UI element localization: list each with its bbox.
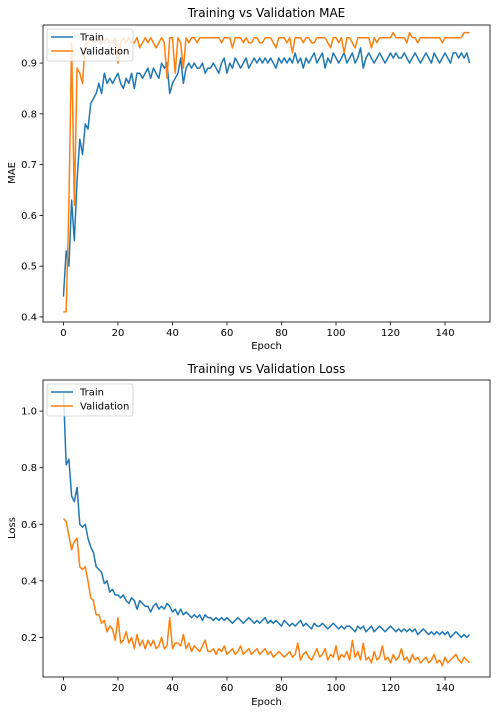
loss-y-ticks: 0.2 0.4 0.6 0.8 1.0 bbox=[21, 407, 43, 644]
loss-chart-title: Training vs Validation Loss bbox=[187, 362, 346, 376]
mae-y-tick-label: 0.5 bbox=[21, 262, 37, 273]
loss-series-layer bbox=[62, 391, 471, 667]
mae-x-tick-label: 100 bbox=[326, 328, 345, 339]
loss-legend: Train Validation bbox=[46, 383, 134, 417]
mae-x-tick-label: 120 bbox=[381, 328, 400, 339]
loss-x-tick-label: 120 bbox=[381, 683, 400, 694]
mae-x-axis-label: Epoch bbox=[251, 341, 282, 352]
mae-legend-train-label: Train bbox=[79, 33, 104, 44]
mae-x-ticks: 0 20 40 60 80 100 120 140 bbox=[60, 322, 455, 339]
loss-x-ticks: 0 20 40 60 80 100 120 140 bbox=[60, 677, 455, 694]
mae-x-tick-label: 140 bbox=[435, 328, 454, 339]
mae-legend-validation-label: Validation bbox=[80, 47, 129, 58]
loss-x-tick-label: 20 bbox=[112, 683, 125, 694]
loss-y-tick-label: 0.6 bbox=[21, 520, 37, 531]
mae-chart: Training vs Validation MAE 0 20 40 60 80 100 1… bbox=[7, 6, 491, 352]
loss-x-tick-label: 80 bbox=[275, 683, 288, 694]
loss-x-tick-label: 60 bbox=[221, 683, 234, 694]
loss-x-tick-label: 40 bbox=[166, 683, 179, 694]
mae-x-tick-label: 80 bbox=[275, 328, 288, 339]
mae-series-train bbox=[62, 47, 471, 297]
mae-y-tick-label: 0.6 bbox=[21, 211, 37, 222]
mae-x-tick-label: 0 bbox=[60, 328, 66, 339]
loss-y-tick-label: 1.0 bbox=[21, 407, 37, 418]
loss-x-tick-label: 0 bbox=[60, 683, 66, 694]
mae-y-axis-label: MAE bbox=[7, 162, 18, 184]
mae-y-tick-label: 0.4 bbox=[21, 312, 37, 323]
mae-x-tick-label: 60 bbox=[221, 328, 234, 339]
loss-chart: Training vs Validation Loss 0 20 40 60 80 100… bbox=[7, 362, 491, 708]
mae-plot-frame bbox=[42, 24, 491, 323]
mae-x-tick-label: 40 bbox=[166, 328, 179, 339]
mae-y-tick-label: 0.7 bbox=[21, 160, 37, 171]
mae-chart-title: Training vs Validation MAE bbox=[187, 6, 346, 20]
loss-y-tick-label: 0.4 bbox=[21, 576, 37, 587]
loss-legend-validation-label: Validation bbox=[80, 402, 129, 413]
loss-series-validation bbox=[62, 518, 471, 667]
mae-y-ticks: 0.4 0.5 0.6 0.7 0.8 0.9 bbox=[21, 59, 43, 323]
loss-x-tick-label: 140 bbox=[435, 683, 454, 694]
mae-y-tick-label: 0.8 bbox=[21, 109, 37, 120]
loss-y-axis-label: Loss bbox=[7, 517, 18, 539]
loss-legend-train-label: Train bbox=[79, 388, 104, 399]
loss-plot-frame bbox=[42, 379, 491, 678]
loss-y-tick-label: 0.8 bbox=[21, 463, 37, 474]
mae-y-tick-label: 0.9 bbox=[21, 59, 37, 70]
loss-x-tick-label: 100 bbox=[326, 683, 345, 694]
loss-series-train bbox=[62, 391, 471, 639]
loss-y-tick-label: 0.2 bbox=[21, 633, 37, 644]
mae-x-tick-label: 20 bbox=[112, 328, 125, 339]
mae-legend: Train Validation bbox=[46, 28, 134, 62]
loss-x-axis-label: Epoch bbox=[251, 697, 282, 708]
